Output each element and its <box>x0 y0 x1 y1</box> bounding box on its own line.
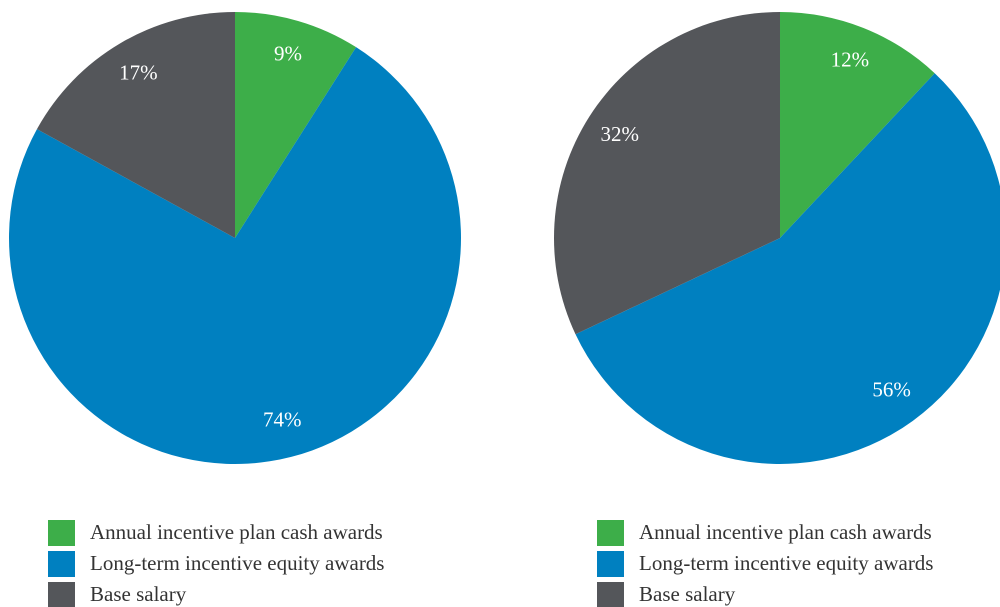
pie-slice <box>36 12 236 238</box>
legend-swatch <box>597 582 624 607</box>
slice-label: 74% <box>263 408 302 432</box>
pie-slice <box>553 12 780 335</box>
slice-label: 12% <box>831 47 870 71</box>
legend-label: Annual incentive plan cash awards <box>90 520 383 544</box>
legend-swatch <box>597 551 624 577</box>
slice-label: 17% <box>119 60 158 84</box>
legend-label: Long-term incentive equity awards <box>639 551 933 575</box>
slice-label: 32% <box>600 122 639 146</box>
slice-label: 9% <box>274 42 302 66</box>
legend-label: Base salary <box>90 582 187 606</box>
legend-swatch <box>48 520 75 546</box>
legend-swatch <box>48 582 75 607</box>
legend-swatch <box>48 551 75 577</box>
slice-label: 56% <box>872 377 911 401</box>
legend-label: Annual incentive plan cash awards <box>639 520 932 544</box>
legend-label: Long-term incentive equity awards <box>90 551 384 575</box>
legend-label: Base salary <box>639 582 736 606</box>
pie-slice <box>9 47 462 465</box>
pie-slice <box>575 73 1000 464</box>
pie-slice <box>235 12 357 238</box>
legend-swatch <box>597 520 624 546</box>
pie-slice <box>780 12 935 238</box>
